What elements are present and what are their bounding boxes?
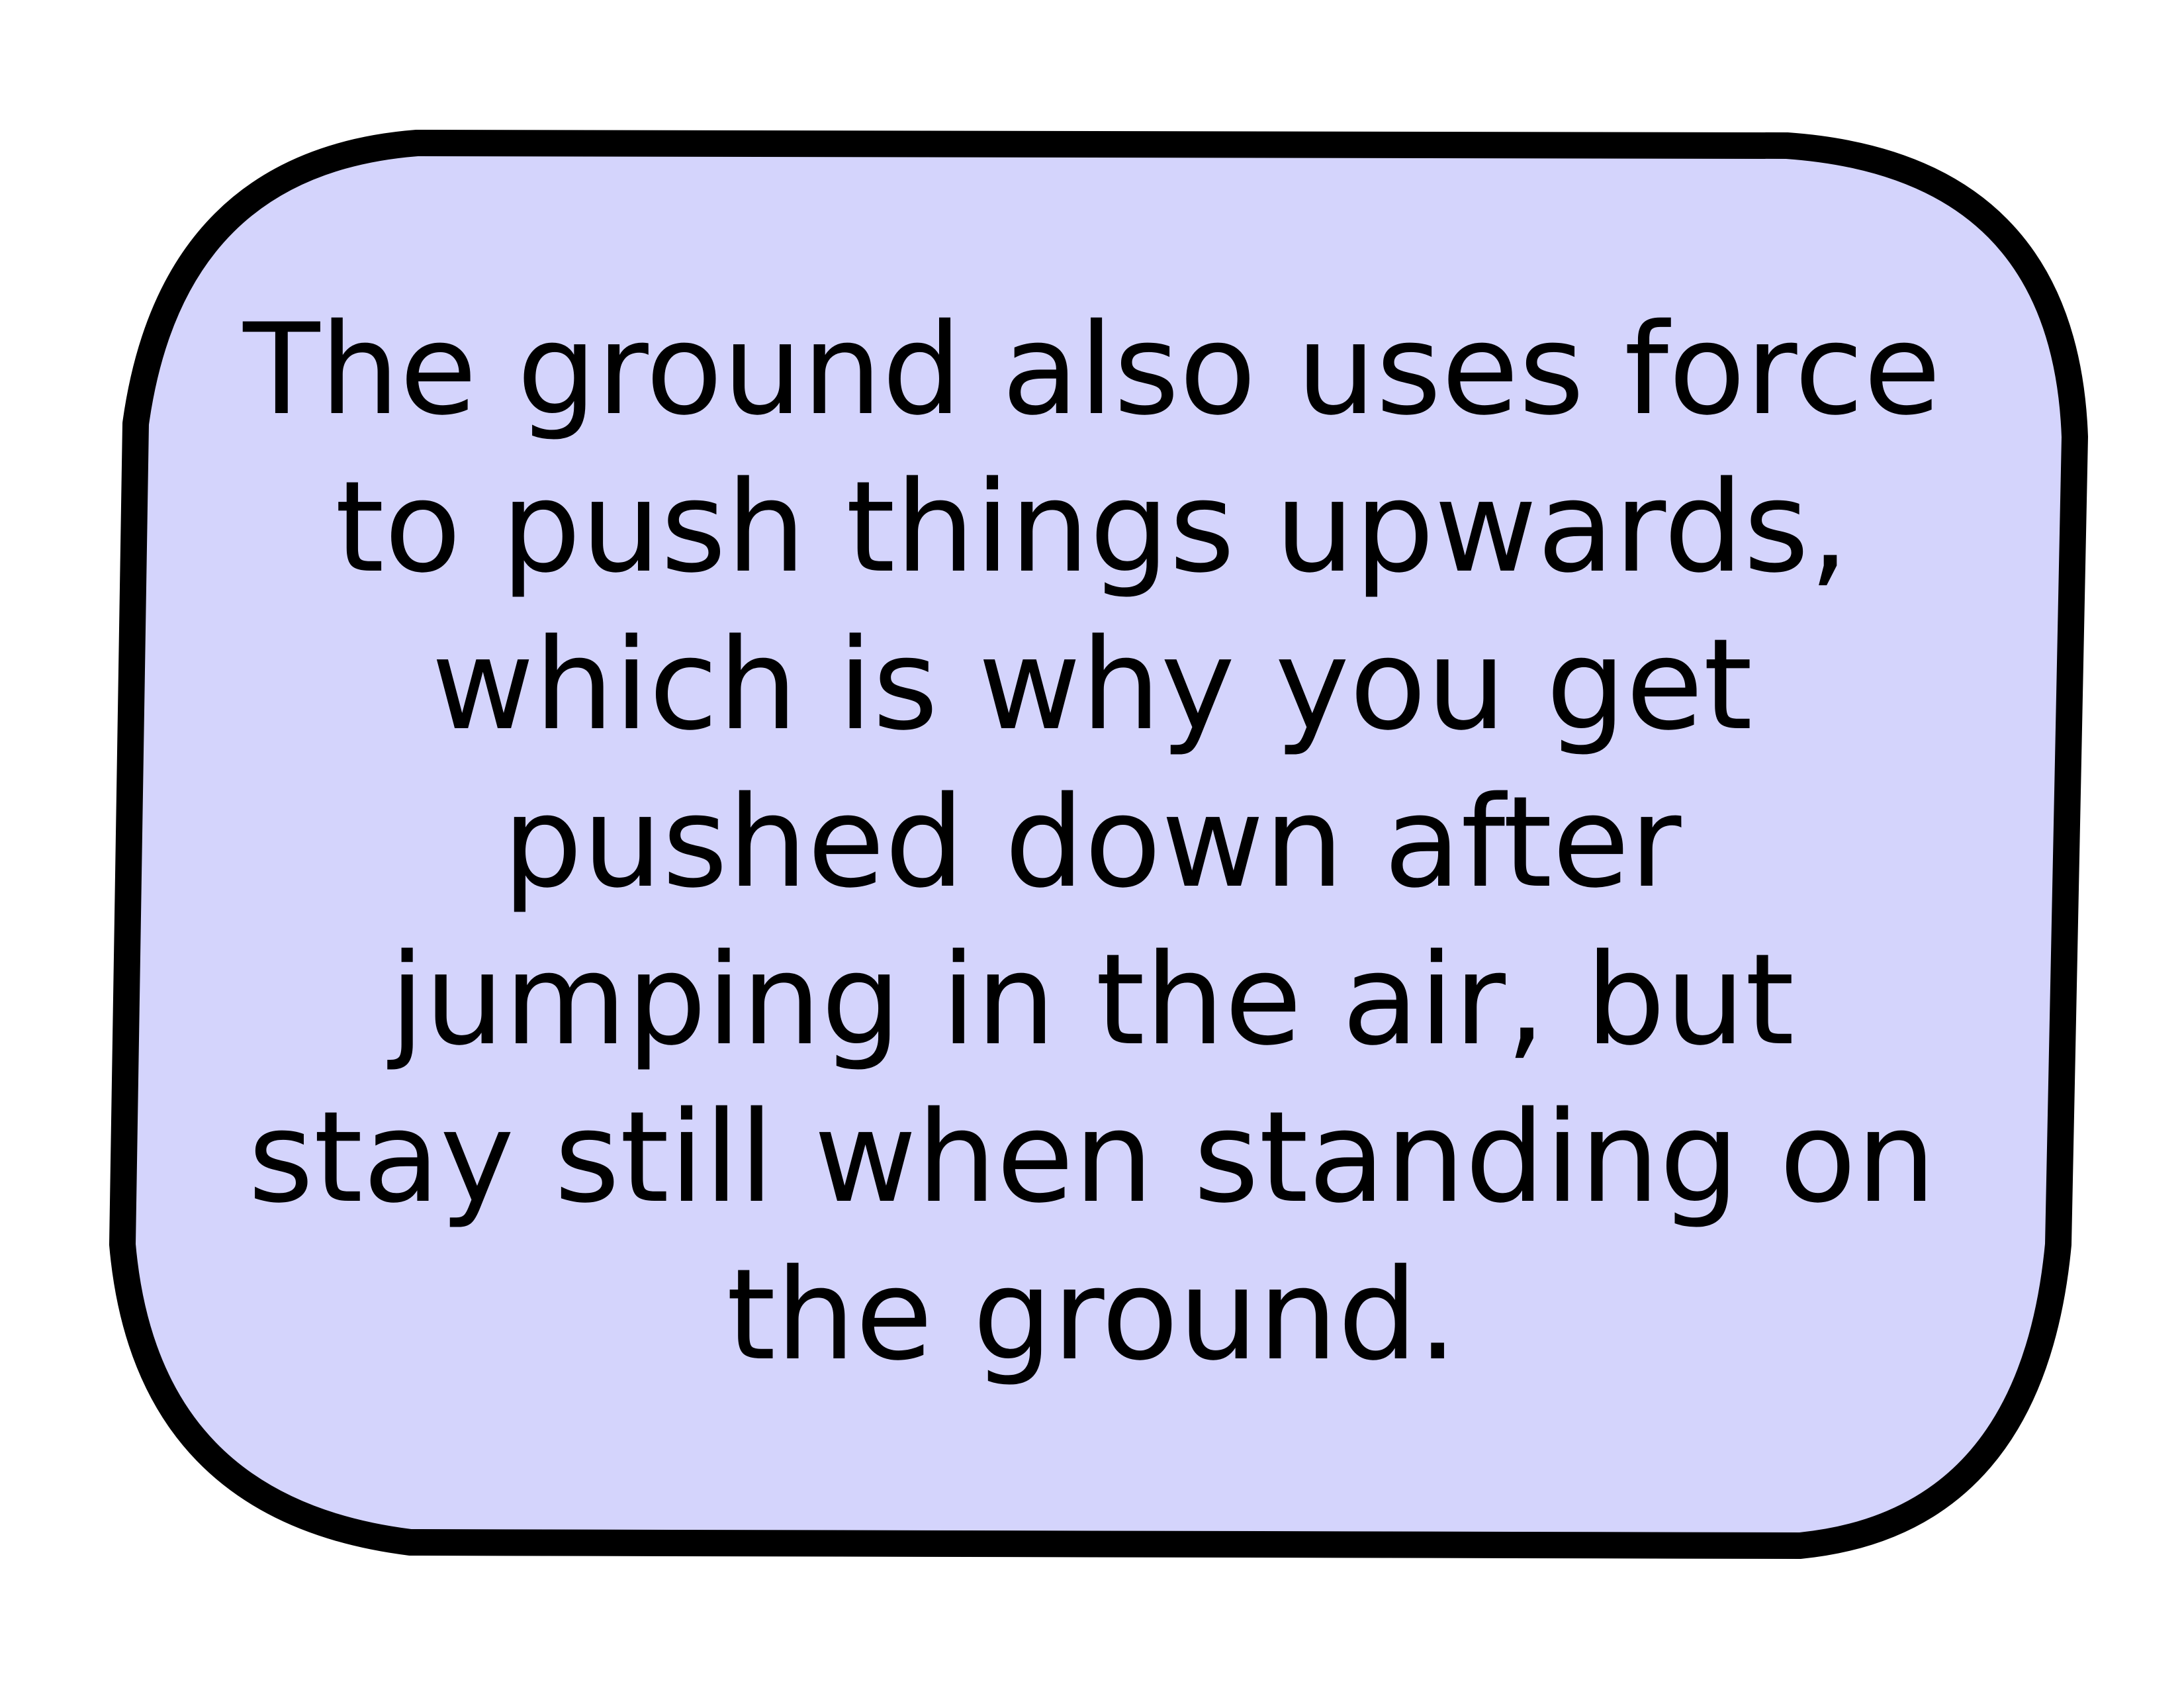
card-text-line-2: to push things upwards,: [335, 454, 1849, 600]
card-text-line-3: which is why you get: [431, 612, 1753, 758]
card-text-line-4: pushed down after: [502, 769, 1682, 915]
card-text: The ground also uses force to push thing…: [199, 291, 1985, 1417]
card-text-line-7: the ground.: [726, 1242, 1458, 1388]
card-text-line-6: stay still when standing on: [248, 1084, 1936, 1231]
card-text-line-5: jumping in the air, but: [389, 927, 1795, 1073]
card-shape: [109, 130, 2088, 1559]
card-text-line-1: The ground also uses force: [243, 297, 1941, 443]
